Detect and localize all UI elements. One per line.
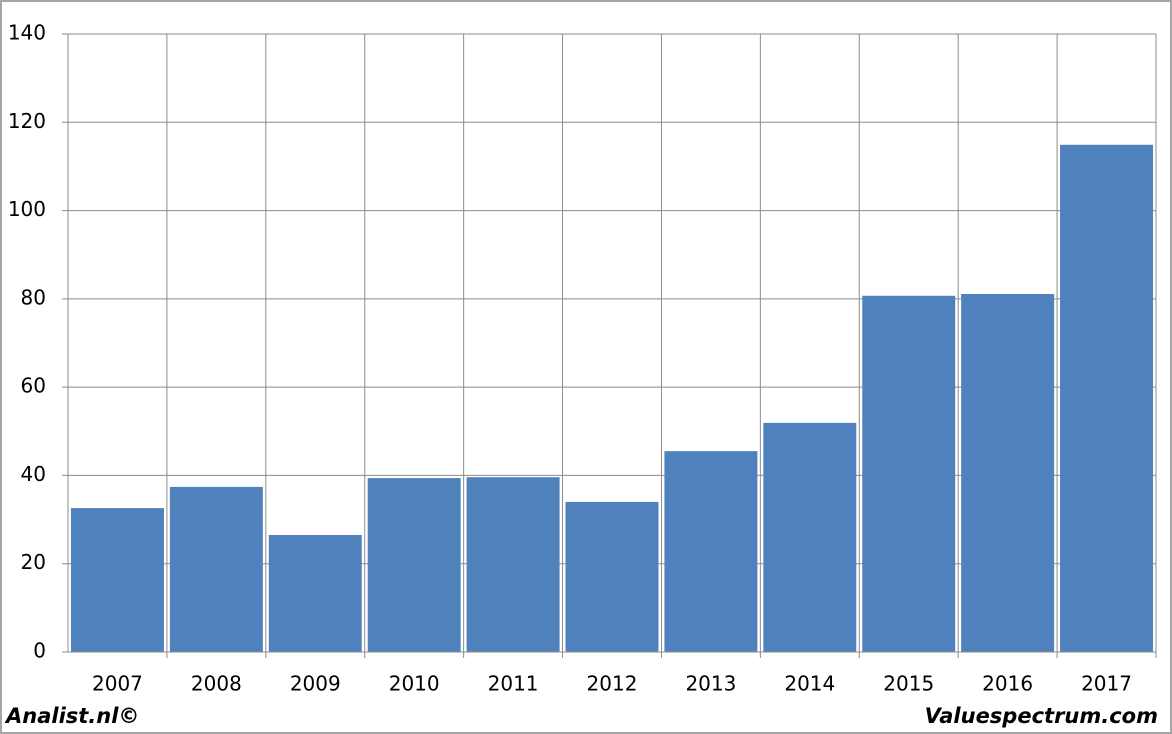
y-tick-label: 0 bbox=[33, 639, 46, 663]
x-tick-label: 2009 bbox=[290, 672, 341, 696]
x-tick-label: 2015 bbox=[883, 672, 934, 696]
bar bbox=[367, 478, 461, 652]
bar bbox=[565, 501, 659, 652]
x-tick-label: 2008 bbox=[191, 672, 242, 696]
y-tick-label: 120 bbox=[8, 109, 46, 133]
bar bbox=[763, 422, 857, 652]
bar bbox=[466, 477, 560, 652]
y-tick-label: 20 bbox=[21, 550, 46, 574]
x-tick-label: 2007 bbox=[92, 672, 143, 696]
bar bbox=[664, 451, 758, 652]
x-tick-label: 2012 bbox=[587, 672, 638, 696]
y-tick-label: 140 bbox=[8, 21, 46, 45]
y-tick-label: 100 bbox=[8, 197, 46, 221]
bar bbox=[169, 486, 263, 652]
footer-left: Analist.nl© bbox=[4, 704, 139, 728]
x-tick-label: 2010 bbox=[389, 672, 440, 696]
x-tick-label: 2014 bbox=[784, 672, 835, 696]
footer-right: Valuespectrum.com bbox=[925, 704, 1158, 728]
bar bbox=[862, 295, 956, 652]
bar bbox=[70, 508, 164, 652]
y-tick-label: 40 bbox=[21, 462, 46, 486]
bar bbox=[1060, 144, 1154, 652]
bar bbox=[268, 535, 362, 652]
x-tick-label: 2017 bbox=[1081, 672, 1132, 696]
y-tick-label: 80 bbox=[21, 285, 46, 309]
bar bbox=[961, 294, 1055, 652]
x-tick-label: 2013 bbox=[685, 672, 736, 696]
x-tick-label: 2016 bbox=[982, 672, 1033, 696]
x-tick-label: 2011 bbox=[488, 672, 539, 696]
y-tick-label: 60 bbox=[21, 374, 46, 398]
